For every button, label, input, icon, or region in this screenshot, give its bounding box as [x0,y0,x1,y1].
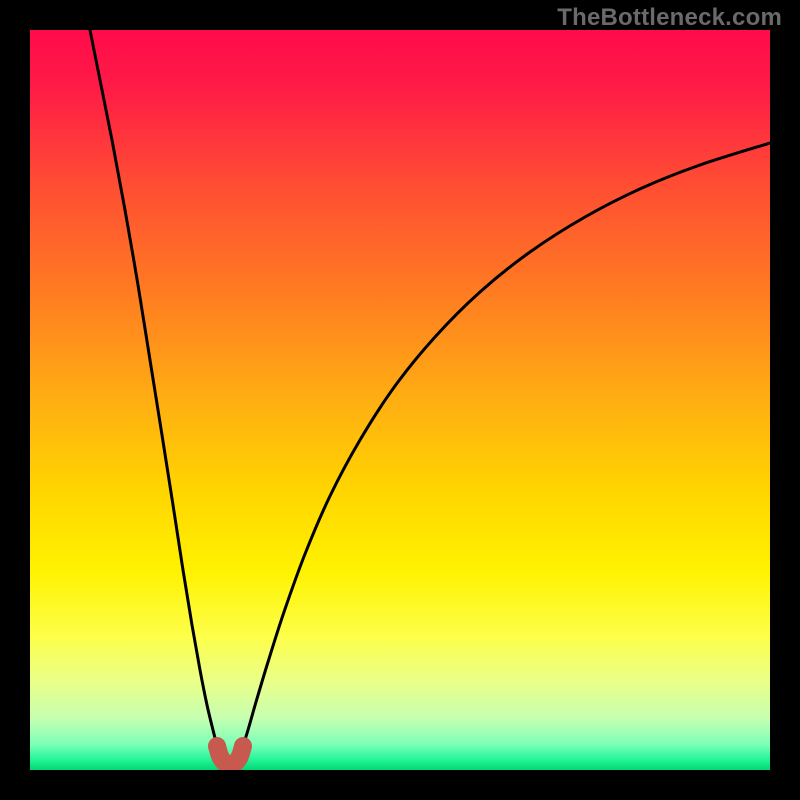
watermark-text: TheBottleneck.com [557,4,782,32]
plot-area [30,30,770,770]
gradient-background [30,30,770,770]
chart-svg [30,30,770,770]
chart-frame: TheBottleneck.com [0,0,800,800]
